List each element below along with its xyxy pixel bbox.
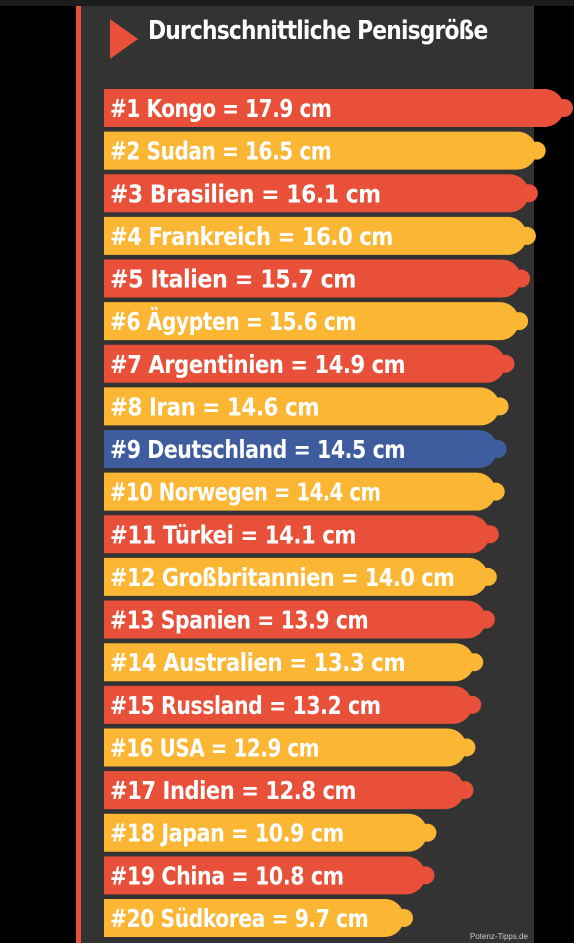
bar-tip bbox=[416, 866, 435, 885]
bar-body bbox=[104, 387, 500, 426]
bar-label: #9 Deutschland = 14.5 cm bbox=[110, 435, 405, 464]
bar-label: #1 Kongo = 17.9 cm bbox=[110, 94, 331, 123]
bar-label: #6 Ägypten = 15.6 cm bbox=[110, 306, 356, 336]
bar-tip bbox=[527, 141, 546, 160]
bar-tip bbox=[457, 738, 476, 757]
bar-11: #11 Türkei = 14.1 cm bbox=[104, 515, 499, 554]
bar-tip bbox=[455, 781, 474, 800]
bar-body bbox=[104, 643, 475, 682]
bar-body bbox=[104, 771, 465, 810]
bar-tip bbox=[465, 653, 484, 672]
bar-10: #10 Norwegen = 14.4 cm bbox=[104, 472, 505, 511]
bar-13: #13 Spanien = 13.9 cm bbox=[104, 600, 495, 639]
bar-body bbox=[104, 728, 467, 767]
bar-label: #5 Italien = 15.7 cm bbox=[110, 265, 356, 294]
bar-label: #11 Türkei = 14.1 cm bbox=[110, 520, 356, 549]
bar-label: #17 Indien = 12.8 cm bbox=[110, 776, 356, 805]
bar-tip bbox=[395, 908, 413, 927]
bar-body bbox=[104, 89, 564, 127]
bar-8: #8 Iran = 14.6 cm bbox=[104, 387, 509, 426]
bar-body bbox=[104, 557, 488, 596]
bar-20: #20 Südkorea = 9.7 cm bbox=[104, 898, 413, 937]
bar-tip bbox=[510, 312, 529, 331]
bar-body bbox=[104, 259, 522, 298]
bar-label: #18 Japan = 10.9 cm bbox=[110, 819, 344, 848]
bar-tip bbox=[480, 525, 499, 544]
bar-label: #16 USA = 12.9 cm bbox=[110, 733, 319, 762]
top-strip bbox=[0, 0, 574, 6]
bar-tip bbox=[555, 99, 573, 117]
play-triangle-icon bbox=[110, 19, 138, 59]
bar-6: #6 Ägypten = 15.6 cm bbox=[104, 302, 529, 341]
bar-19: #19 China = 10.8 cm bbox=[104, 856, 435, 895]
bar-2: #2 Sudan = 16.5 cm bbox=[104, 131, 546, 170]
bar-17: #17 Indien = 12.8 cm bbox=[104, 771, 474, 810]
bar-1: #1 Kongo = 17.9 cm bbox=[104, 89, 573, 127]
bar-label: #14 Australien = 13.3 cm bbox=[110, 648, 405, 677]
bar-tip bbox=[463, 695, 482, 714]
bar-body bbox=[104, 898, 405, 937]
bar-label: #2 Sudan = 16.5 cm bbox=[110, 137, 331, 166]
bar-label: #10 Norwegen = 14.4 cm bbox=[110, 478, 381, 507]
bar-15: #15 Russland = 13.2 cm bbox=[104, 685, 482, 724]
bar-9: #9 Deutschland = 14.5 cm bbox=[104, 430, 507, 469]
bar-5: #5 Italien = 15.7 cm bbox=[104, 259, 531, 298]
bar-body bbox=[104, 685, 473, 724]
bar-body bbox=[104, 302, 520, 341]
bar-7: #7 Argentinien = 14.9 cm bbox=[104, 344, 515, 383]
bar-tip bbox=[478, 567, 497, 586]
bar-4: #4 Frankreich = 16.0 cm bbox=[104, 216, 536, 255]
bar-body bbox=[104, 174, 529, 213]
bar-12: #12 Großbritannien = 14.0 cm bbox=[104, 557, 497, 596]
bar-body bbox=[104, 813, 428, 852]
bar-label: #19 China = 10.8 cm bbox=[110, 861, 344, 890]
bar-tip bbox=[418, 823, 437, 842]
bar-label: #3 Brasilien = 16.1 cm bbox=[110, 179, 381, 208]
bar-body bbox=[104, 131, 537, 170]
bar-label: #13 Spanien = 13.9 cm bbox=[110, 606, 368, 635]
bar-label: #7 Argentinien = 14.9 cm bbox=[110, 350, 405, 379]
accent-line bbox=[76, 6, 81, 943]
bar-14: #14 Australien = 13.3 cm bbox=[104, 643, 484, 682]
bar-body bbox=[104, 216, 527, 255]
bar-tip bbox=[486, 482, 505, 501]
bar-body bbox=[104, 472, 496, 511]
bar-body bbox=[104, 430, 498, 469]
bar-tip bbox=[512, 269, 531, 288]
bar-body bbox=[104, 344, 506, 383]
bar-3: #3 Brasilien = 16.1 cm bbox=[104, 174, 538, 213]
bar-tip bbox=[490, 397, 509, 416]
bar-tip bbox=[476, 610, 495, 629]
bar-tip bbox=[496, 354, 515, 373]
bar-tip bbox=[519, 184, 538, 203]
source-credit: Potenz-Tipps.de bbox=[470, 932, 528, 941]
bar-16: #16 USA = 12.9 cm bbox=[104, 728, 476, 767]
bar-label: #15 Russland = 13.2 cm bbox=[110, 691, 381, 720]
bar-body bbox=[104, 856, 426, 895]
bar-label: #20 Südkorea = 9.7 cm bbox=[110, 904, 368, 933]
bar-body bbox=[104, 600, 486, 639]
bar-tip bbox=[488, 440, 507, 459]
chart-title: Durchschnittliche Penisgröße bbox=[148, 16, 488, 46]
bar-label: #8 Iran = 14.6 cm bbox=[110, 392, 319, 421]
bar-body bbox=[104, 515, 490, 554]
bar-label: #4 Frankreich = 16.0 cm bbox=[110, 222, 393, 251]
bar-tip bbox=[517, 226, 536, 245]
bar-18: #18 Japan = 10.9 cm bbox=[104, 813, 437, 852]
bar-label: #12 Großbritannien = 14.0 cm bbox=[110, 563, 454, 592]
